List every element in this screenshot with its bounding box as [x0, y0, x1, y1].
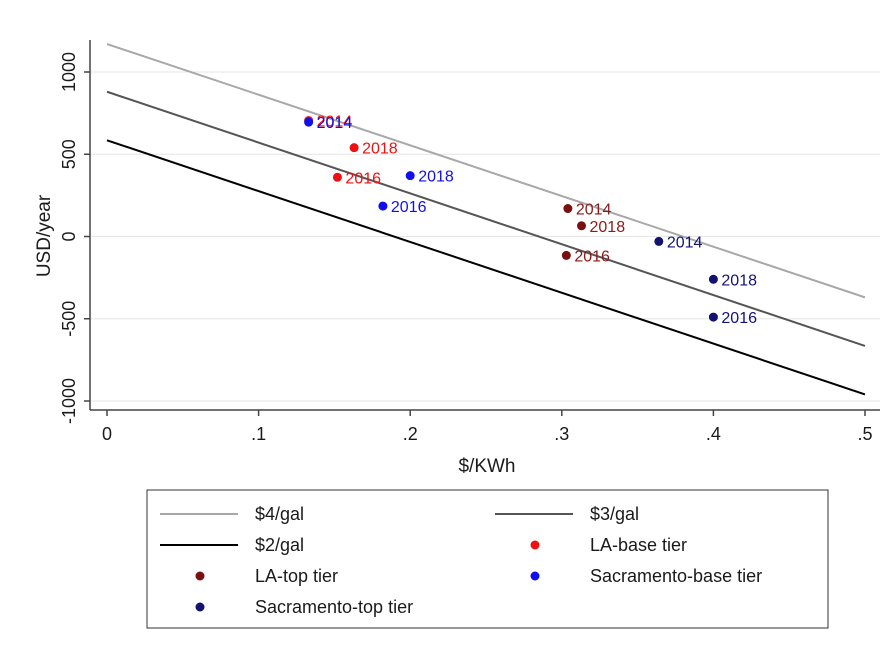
data-point: [577, 221, 587, 231]
data-point-label: 2018: [362, 141, 398, 158]
data-point-label: 2016: [574, 248, 610, 265]
y-axis-title: USD/year: [34, 194, 55, 277]
data-point-label: 2014: [576, 202, 612, 219]
legend-label: LA-top tier: [255, 566, 338, 586]
y-tick-label: 0: [59, 231, 79, 241]
scatter-points: 2014201820162014201820162014201820162014…: [304, 114, 757, 327]
legend-label: $4/gal: [255, 504, 304, 524]
x-tick-label: .2: [403, 424, 418, 444]
series-lines: [106, 43, 866, 396]
ticks: -1000 -500 0 500 1000 0 .1 .2 .3 .4 .5: [59, 52, 873, 444]
series-line: [106, 43, 866, 299]
y-tick-label: -1000: [59, 378, 79, 424]
data-point-label: 2014: [317, 115, 353, 132]
data-point: [708, 274, 718, 284]
legend-label: $3/gal: [590, 504, 639, 524]
data-point: [332, 172, 342, 182]
data-point: [304, 117, 314, 127]
legend-label: $2/gal: [255, 535, 304, 555]
data-point-label: 2018: [418, 169, 454, 186]
legend-label: Sacramento-top tier: [255, 597, 413, 617]
data-point-label: 2014: [317, 114, 353, 131]
data-point: [349, 143, 359, 153]
data-point-label: 2014: [667, 234, 703, 251]
x-tick-label: .1: [251, 424, 266, 444]
legend-marker-key: [195, 571, 205, 581]
legend-marker-key: [530, 540, 540, 550]
data-point: [563, 204, 573, 214]
legend-label: Sacramento-base tier: [590, 566, 762, 586]
data-point-label: 2016: [345, 170, 381, 187]
legend-box: [146, 489, 829, 629]
legend-marker-key: [530, 571, 540, 581]
data-point: [561, 250, 571, 260]
data-point-label: 2018: [721, 272, 757, 289]
y-tick-label: 500: [59, 139, 79, 169]
gridlines: [90, 71, 880, 402]
x-axis-title: $/KWh: [458, 456, 515, 477]
series-line: [106, 139, 866, 396]
y-tick-label: 1000: [59, 52, 79, 92]
legend-marker-key: [195, 602, 205, 612]
x-tick-label: 0: [102, 424, 112, 444]
data-point-label: 2016: [721, 310, 757, 327]
data-point: [708, 312, 718, 322]
legend-label: LA-base tier: [590, 535, 687, 555]
x-tick-label: .4: [706, 424, 721, 444]
axes: [89, 40, 880, 411]
legend: $4/gal $3/gal $2/gal LA-base tier LA-top tie…: [146, 489, 829, 629]
series-line: [106, 90, 866, 347]
data-point-label: 2016: [391, 199, 427, 216]
data-point: [405, 171, 415, 181]
x-tick-label: .3: [554, 424, 569, 444]
y-tick-label: -500: [59, 301, 79, 337]
data-point: [378, 201, 388, 211]
data-point: [654, 236, 664, 246]
data-point-label: 2018: [590, 219, 626, 236]
x-tick-label: .5: [857, 424, 872, 444]
